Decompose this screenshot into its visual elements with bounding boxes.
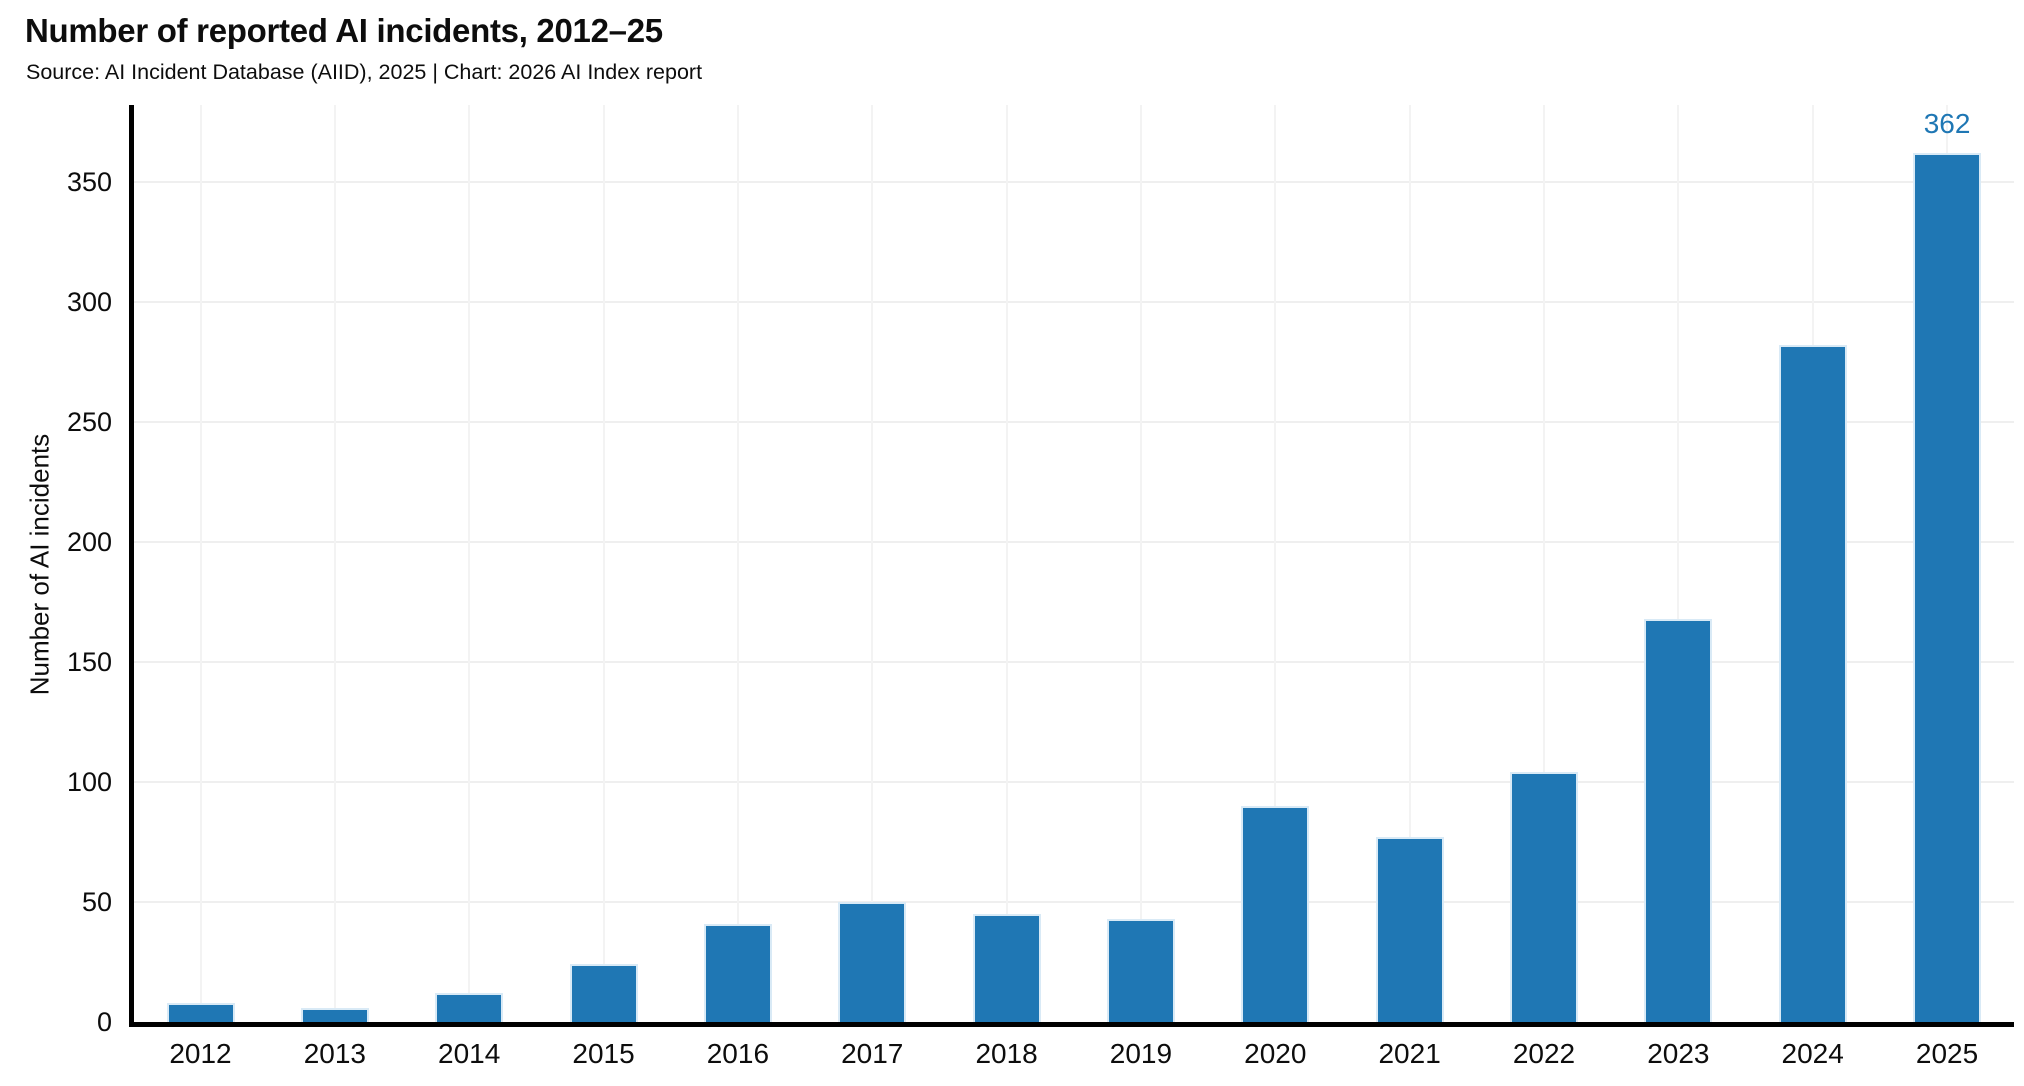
y-tick-label-300: 300 — [66, 287, 112, 317]
chart-title: Number of reported AI incidents, 2012–25 — [25, 12, 663, 49]
gridline-v-2016 — [736, 105, 739, 1022]
bar-2020 — [1241, 806, 1310, 1022]
y-tick-label-0: 0 — [96, 1007, 112, 1037]
x-tick-label-2021: 2021 — [1378, 1038, 1441, 1069]
bar-2024 — [1778, 345, 1847, 1022]
y-tick-label-150: 150 — [66, 647, 112, 677]
y-tick-label-100: 100 — [66, 767, 112, 797]
x-tick-label-2013: 2013 — [303, 1038, 366, 1069]
x-axis-spine — [129, 1022, 2014, 1027]
x-tick-label-2017: 2017 — [841, 1038, 904, 1069]
bar-2022 — [1510, 772, 1578, 1022]
bar-2018 — [972, 914, 1041, 1022]
bar-2016 — [703, 923, 772, 1022]
x-tick-label-2020: 2020 — [1244, 1038, 1307, 1069]
bar-2017 — [838, 902, 907, 1022]
gridline-v-2023 — [1677, 105, 1680, 1022]
bar-2014 — [435, 993, 504, 1022]
gridline-v-2022 — [1543, 105, 1545, 1022]
gridline-v-2012 — [199, 105, 202, 1022]
y-tick-label-200: 200 — [66, 527, 112, 557]
gridline-h-200 — [134, 541, 2014, 543]
gridline-h-150 — [134, 661, 2014, 663]
x-tick-label-2015: 2015 — [572, 1038, 635, 1069]
x-tick-label-2012: 2012 — [169, 1038, 232, 1069]
gridline-v-2014 — [468, 105, 471, 1022]
x-tick-label-2014: 2014 — [438, 1038, 501, 1069]
gridline-h-350 — [134, 181, 2014, 183]
gridline-h-300 — [134, 301, 2014, 303]
x-tick-label-2024: 2024 — [1781, 1038, 1844, 1069]
bar-2023 — [1644, 618, 1713, 1022]
x-tick-label-2022: 2022 — [1512, 1038, 1576, 1069]
bar-2015 — [569, 964, 638, 1022]
gridline-v-2021 — [1408, 105, 1411, 1022]
gridline-h-250 — [134, 421, 2014, 423]
gridline-v-2019 — [1139, 105, 1142, 1022]
x-tick-label-2018: 2018 — [975, 1038, 1038, 1069]
x-tick-label-2023: 2023 — [1647, 1038, 1710, 1069]
bar-2019 — [1106, 918, 1175, 1022]
gridline-h-100 — [134, 781, 2014, 783]
gridline-v-2015 — [602, 105, 605, 1022]
bar-2013 — [300, 1007, 369, 1022]
bar-2012 — [166, 1002, 235, 1022]
chart-subtitle: Source: AI Incident Database (AIID), 202… — [26, 60, 703, 84]
y-tick-label-350: 350 — [66, 167, 112, 197]
x-tick-label-2019: 2019 — [1109, 1038, 1173, 1069]
gridline-v-2020 — [1274, 105, 1277, 1022]
y-axis-spine — [129, 105, 134, 1027]
x-tick-label-2016: 2016 — [706, 1038, 770, 1069]
plot-area: 0 50 100 150 200 250 300 350 2012 2013 2014 2015 201… — [67, 105, 2014, 1069]
gridline-v-2017 — [871, 105, 874, 1022]
gridline-h-50 — [134, 901, 2014, 903]
y-tick-label-50: 50 — [81, 887, 112, 917]
gridline-v-2018 — [1005, 105, 1008, 1022]
bar-2021 — [1375, 837, 1444, 1022]
x-tick-label-2025: 2025 — [1915, 1038, 1979, 1069]
bar-2025 — [1913, 153, 1982, 1022]
gridline-v-2013 — [333, 105, 336, 1022]
value-annotation-2025: 362 — [1923, 108, 1971, 140]
y-tick-label-250: 250 — [66, 407, 112, 437]
